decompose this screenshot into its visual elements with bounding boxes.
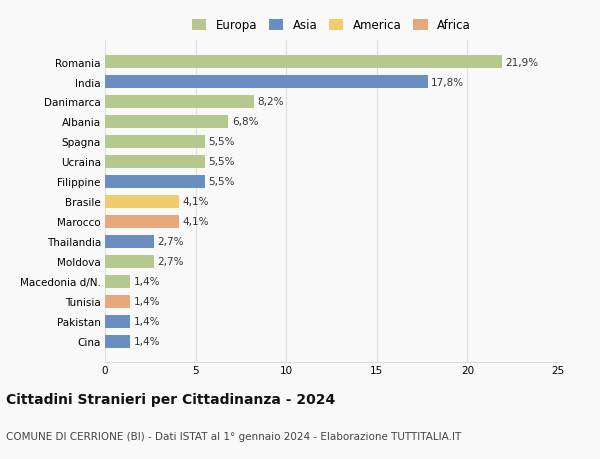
- Bar: [105, 116, 228, 129]
- Text: 1,4%: 1,4%: [134, 317, 160, 326]
- Text: Cittadini Stranieri per Cittadinanza - 2024: Cittadini Stranieri per Cittadinanza - 2…: [6, 392, 335, 406]
- Text: 1,4%: 1,4%: [134, 277, 160, 287]
- Bar: [105, 295, 130, 308]
- Bar: [105, 335, 130, 348]
- Bar: [105, 196, 179, 208]
- Bar: [105, 76, 428, 89]
- Bar: [105, 275, 130, 288]
- Bar: [105, 215, 179, 229]
- Text: 5,5%: 5,5%: [208, 137, 235, 147]
- Text: 4,1%: 4,1%: [183, 217, 209, 227]
- Bar: [105, 235, 154, 248]
- Text: COMUNE DI CERRIONE (BI) - Dati ISTAT al 1° gennaio 2024 - Elaborazione TUTTITALI: COMUNE DI CERRIONE (BI) - Dati ISTAT al …: [6, 431, 461, 441]
- Text: 21,9%: 21,9%: [505, 57, 539, 67]
- Bar: [105, 136, 205, 149]
- Bar: [105, 156, 205, 168]
- Bar: [105, 315, 130, 328]
- Bar: [105, 175, 205, 189]
- Text: 2,7%: 2,7%: [158, 237, 184, 247]
- Legend: Europa, Asia, America, Africa: Europa, Asia, America, Africa: [192, 19, 471, 32]
- Text: 6,8%: 6,8%: [232, 117, 259, 127]
- Bar: [105, 56, 502, 69]
- Text: 1,4%: 1,4%: [134, 336, 160, 347]
- Bar: [105, 255, 154, 268]
- Text: 5,5%: 5,5%: [208, 177, 235, 187]
- Bar: [105, 96, 254, 109]
- Text: 5,5%: 5,5%: [208, 157, 235, 167]
- Text: 4,1%: 4,1%: [183, 197, 209, 207]
- Text: 2,7%: 2,7%: [158, 257, 184, 267]
- Text: 8,2%: 8,2%: [257, 97, 284, 107]
- Text: 1,4%: 1,4%: [134, 297, 160, 307]
- Text: 17,8%: 17,8%: [431, 78, 464, 87]
